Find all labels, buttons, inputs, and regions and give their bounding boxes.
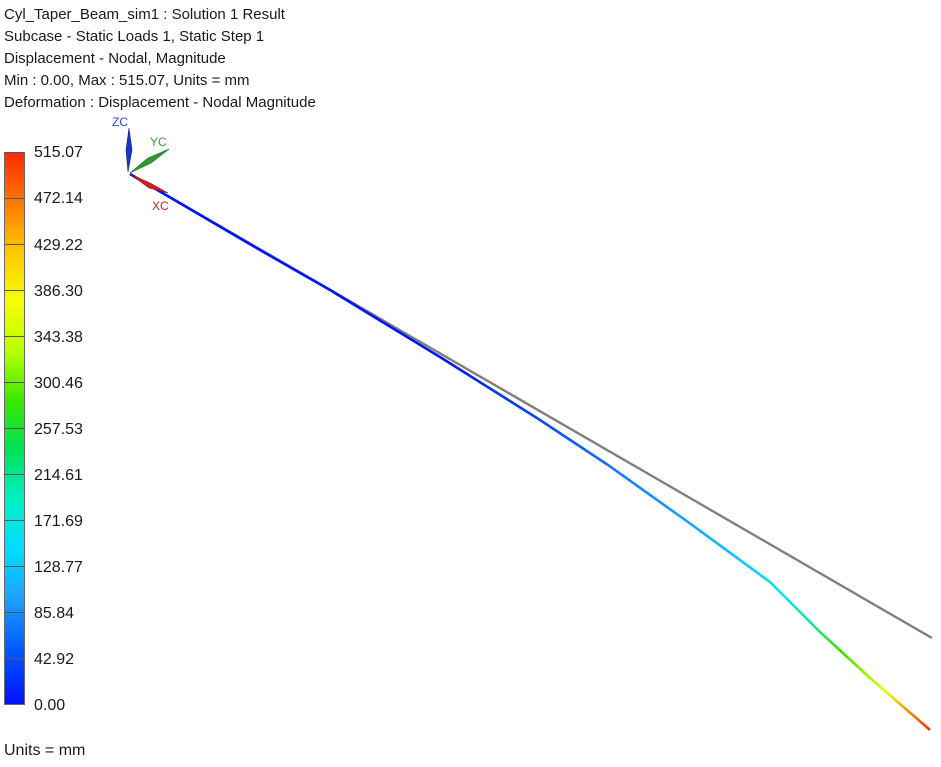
- yc-axis-label: YC: [150, 135, 167, 149]
- legend-label: 0.00: [34, 697, 66, 714]
- legend-tick: [4, 520, 24, 521]
- legend-label: 429.22: [34, 237, 83, 254]
- legend-label: 171.69: [34, 513, 83, 530]
- legend-label: 257.53: [34, 421, 83, 438]
- legend-label: 85.84: [34, 605, 75, 622]
- legend-label: 343.38: [34, 329, 83, 346]
- legend-tick: [4, 198, 24, 199]
- legend-tick: [4, 244, 24, 245]
- legend-tick: [4, 382, 24, 383]
- legend-label: 515.07: [34, 144, 83, 161]
- yc-axis-arrow: [129, 148, 170, 174]
- legend-tick: [4, 152, 24, 153]
- legend-label: 214.61: [34, 467, 83, 484]
- min-max-label: Min : 0.00, Max : 515.07, Units = mm: [4, 72, 250, 89]
- result-info: Cyl_Taper_Beam_sim1 : Solution 1 Result …: [4, 4, 316, 114]
- legend-label: 472.14: [34, 190, 83, 207]
- legend-tick: [4, 290, 24, 291]
- xc-axis-label: XC: [152, 199, 169, 213]
- coordinate-triad: ZC YC XC: [112, 115, 170, 213]
- zc-axis-arrow: [125, 127, 133, 173]
- legend-tick: [4, 474, 24, 475]
- subcase-label: Subcase - Static Loads 1, Static Step 1: [4, 28, 265, 45]
- deformed-beam: [129, 172, 931, 731]
- legend-tick: [4, 428, 24, 429]
- xc-axis-arrow: [129, 173, 169, 194]
- legend-tick: [4, 566, 24, 567]
- legend-tick: [4, 336, 24, 337]
- legend-label: 42.92: [34, 651, 75, 668]
- zc-axis-label: ZC: [112, 115, 128, 129]
- units-footer: Units = mm: [4, 742, 86, 759]
- result-title: Cyl_Taper_Beam_sim1 : Solution 1 Result: [4, 6, 285, 23]
- legend-label: 300.46: [34, 375, 83, 392]
- legend-tick: [4, 612, 24, 613]
- deformation-label: Deformation : Displacement - Nodal Magni…: [4, 94, 316, 111]
- legend-label: 128.77: [34, 559, 83, 576]
- result-type: Displacement - Nodal, Magnitude: [4, 50, 226, 67]
- legend-label: 386.30: [34, 283, 83, 300]
- legend-tick: [4, 658, 24, 659]
